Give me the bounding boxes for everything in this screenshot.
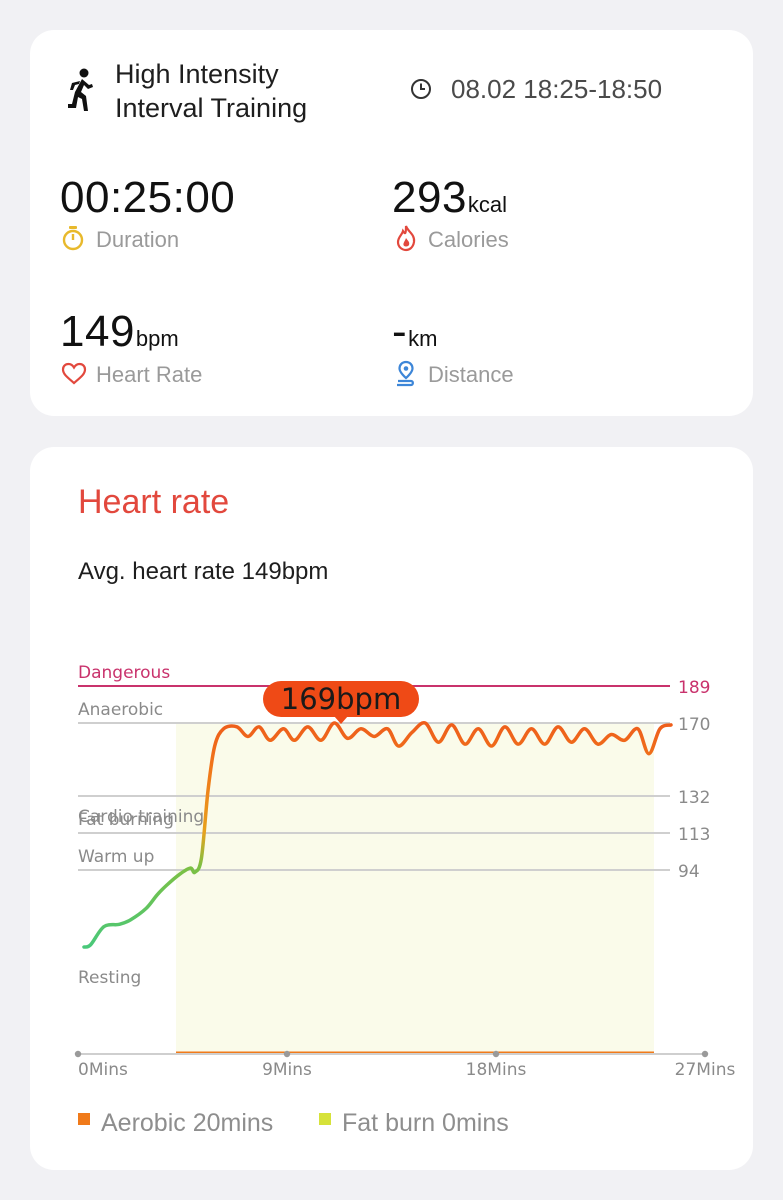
x-tick-dot — [283, 1050, 291, 1058]
duration-label: Duration — [96, 227, 180, 252]
legend-swatch-aerobic — [78, 1113, 90, 1125]
y-tick-label: 94 — [678, 862, 700, 882]
distance-value-group: -km — [392, 307, 437, 357]
heart-rate-value-group: 149bpm — [60, 307, 179, 357]
x-tick-dot — [701, 1050, 709, 1058]
calories-value: 293 — [392, 173, 467, 222]
flame-icon — [394, 224, 418, 257]
y-tick-label: 189 — [678, 678, 710, 698]
heart-rate-card-title: Heart rate — [78, 483, 230, 521]
heart-rate-card: Heart rate Avg. heart rate 149bpm Danger… — [30, 447, 753, 1170]
distance-label: Distance — [428, 362, 514, 387]
heart-rate-value: 149 — [60, 307, 135, 356]
heart-rate-tooltip: 169bpm — [263, 681, 419, 724]
legend-swatch-fat-burn — [319, 1113, 331, 1125]
stopwatch-icon — [61, 225, 85, 256]
workout-summary-card: High Intensity Interval Training 08.02 1… — [30, 30, 753, 416]
workout-title-line1: High Intensity — [115, 59, 279, 89]
running-figure-icon — [62, 68, 96, 117]
zone-label: Dangerous — [78, 663, 170, 683]
heart-rate-unit: bpm — [135, 326, 179, 351]
y-tick-label: 132 — [678, 788, 710, 808]
zone-label: Anaerobic — [78, 700, 163, 720]
calories-unit: kcal — [467, 192, 508, 217]
calories-value-group: 293kcal — [392, 173, 507, 223]
tooltip-bubble — [263, 681, 419, 717]
duration-value: 00:25:00 — [60, 173, 236, 222]
workout-time-range: 08.02 18:25-18:50 — [451, 74, 663, 104]
zone-label: Fat burning — [78, 810, 174, 830]
tooltip-text: 169bpm — [281, 682, 401, 716]
distance-unit: km — [408, 326, 438, 351]
zone-label: Cardio training — [78, 807, 204, 827]
heart-rate-line — [82, 721, 673, 949]
x-tick-label: 9Mins — [262, 1060, 312, 1080]
x-tick-label: 0Mins — [78, 1060, 128, 1080]
legend-aerobic-label: Aerobic 20mins — [101, 1109, 274, 1137]
y-tick-label: 113 — [678, 825, 710, 845]
x-tick-label: 27Mins — [675, 1060, 736, 1080]
y-tick-label: 170 — [678, 715, 710, 735]
tooltip-pointer — [334, 716, 348, 724]
x-tick-dot — [74, 1050, 82, 1058]
route-pin-icon — [394, 360, 418, 393]
legend-fat-burn-label: Fat burn 0mins — [342, 1109, 509, 1137]
x-tick-dot — [492, 1050, 500, 1058]
heart-icon — [61, 362, 87, 391]
zone-label: Warm up — [78, 847, 154, 867]
calories-label: Calories — [428, 227, 509, 252]
heart-rate-label: Heart Rate — [96, 362, 203, 387]
workout-title-line2: Interval Training — [115, 93, 308, 123]
average-heart-rate: Avg. heart rate 149bpm — [78, 558, 329, 585]
x-tick-label: 18Mins — [466, 1060, 527, 1080]
zone-label: Resting — [78, 968, 141, 988]
distance-value: - — [392, 307, 408, 356]
aerobic-zone-area — [176, 723, 654, 1054]
clock-icon — [410, 78, 432, 105]
